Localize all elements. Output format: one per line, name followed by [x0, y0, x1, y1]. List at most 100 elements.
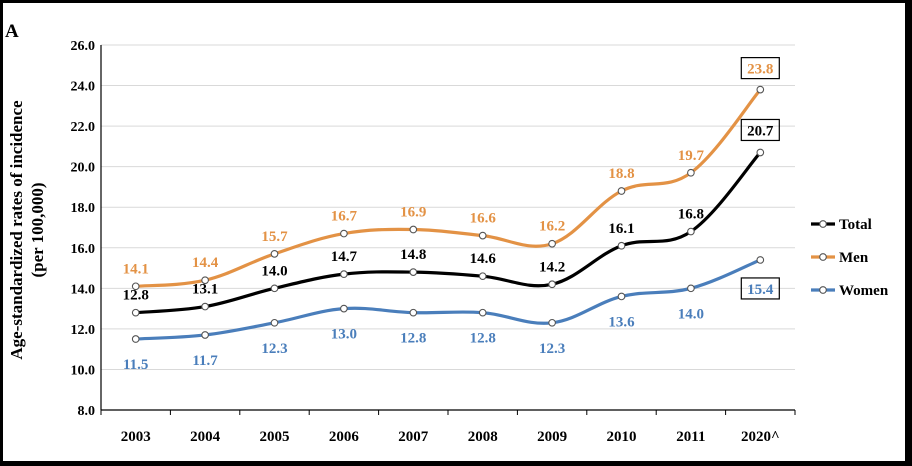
series-men: 14.1 14.4 15.7 16.7 16.9 16.6 16.2 18.8 19.7 23.8 — [123, 57, 780, 291]
data-point — [478, 231, 487, 240]
data-label: 13.6 — [608, 314, 635, 330]
data-label: 16.8 — [678, 207, 704, 223]
series-women: 11.5 11.7 12.3 13.0 12.8 12.8 12.3 13.6 14.0 15.4 — [123, 256, 780, 373]
data-point — [687, 284, 695, 293]
x-tick-label: 2004 — [190, 429, 221, 445]
figure-panel: A 8.0 10.0 12.0 14.0 16.0 18.0 20.0 22.0 24.0 26.… — [3, 3, 905, 461]
data-label: 15.7 — [261, 229, 288, 245]
data-point — [478, 308, 487, 317]
data-label: 12.8 — [400, 331, 426, 347]
y-tick-label: 10.0 — [71, 363, 96, 378]
data-label-box — [740, 118, 780, 142]
legend-marker — [819, 286, 827, 294]
data-point — [131, 282, 140, 291]
data-label: 13.1 — [192, 282, 218, 298]
x-tick-label: 2011 — [676, 429, 705, 445]
y-tick-label: 22.0 — [71, 120, 96, 135]
data-label: 14.7 — [331, 249, 358, 265]
data-label: 12.3 — [261, 341, 287, 357]
data-point — [340, 229, 348, 238]
data-label: 16.1 — [608, 221, 634, 237]
data-point — [340, 270, 348, 278]
x-tick-label: 2007 — [398, 429, 429, 445]
data-point — [617, 292, 626, 301]
legend-marker — [819, 253, 827, 261]
series-line-men — [135, 88, 762, 288]
x-tick-label: 2008 — [468, 429, 498, 445]
data-label: 19.7 — [678, 148, 705, 164]
series-line-women — [135, 258, 761, 341]
data-label: 16.2 — [539, 219, 565, 235]
data-point — [409, 268, 418, 276]
y-tick-label: 20.0 — [71, 161, 96, 176]
data-label: 14.1 — [123, 261, 149, 277]
data-point — [478, 272, 487, 281]
data-label: 14.6 — [470, 251, 497, 267]
data-point — [340, 304, 348, 313]
data-point — [131, 308, 140, 317]
x-tick-label: 2010 — [607, 429, 637, 445]
data-label: 20.7 — [747, 123, 774, 139]
grid-layer — [101, 44, 795, 411]
data-label: 16.7 — [331, 209, 358, 225]
y-tick-label: 24.0 — [71, 80, 96, 95]
x-tick-label: 2003 — [121, 429, 151, 445]
data-label: 23.8 — [747, 62, 773, 78]
data-point — [617, 187, 626, 195]
data-point — [756, 85, 765, 94]
data-point — [548, 318, 556, 327]
legend-label: Women — [839, 283, 889, 299]
data-point — [270, 284, 279, 293]
axis-layer: 8.0 10.0 12.0 14.0 16.0 18.0 20.0 22.0 24.0 26.0 2… — [71, 39, 796, 445]
y-tick-label: 16.0 — [71, 242, 96, 257]
data-point — [270, 250, 279, 258]
x-tick-label: 2009 — [537, 429, 567, 445]
data-point — [409, 308, 418, 317]
y-tick-label: 14.0 — [71, 282, 96, 297]
data-point — [201, 331, 209, 339]
data-point — [201, 276, 209, 285]
data-point — [617, 241, 626, 250]
data-point — [687, 227, 695, 236]
y-tick-label: 26.0 — [71, 39, 96, 54]
x-tick-label: 2006 — [329, 429, 360, 445]
data-label: 14.4 — [192, 255, 219, 271]
data-label: 11.7 — [192, 353, 218, 369]
y-axis-label-line2: (per 100,000) — [28, 182, 47, 277]
panel-label: A — [5, 21, 19, 42]
y-tick-label: 12.0 — [71, 323, 96, 338]
data-label: 14.8 — [400, 247, 426, 263]
x-tick-label: 2020^ — [741, 429, 780, 445]
series-line-total — [135, 151, 762, 315]
line-chart: A 8.0 10.0 12.0 14.0 16.0 18.0 20.0 22.0 24.0 26.… — [5, 21, 889, 445]
data-label: 14.0 — [678, 306, 704, 322]
data-label: 18.8 — [608, 166, 634, 182]
y-axis-label-line1: Age-standardized rates of incidence — [7, 100, 26, 360]
legend-label: Men — [839, 250, 869, 266]
data-label-box — [740, 57, 780, 80]
data-label: 12.3 — [539, 341, 565, 357]
data-point — [756, 256, 765, 264]
data-label: 14.2 — [539, 259, 565, 275]
series-total: 12.8 13.1 14.0 14.7 14.8 14.6 14.2 16.1 16.8 20.7 — [123, 118, 780, 317]
data-point — [548, 239, 556, 248]
legend-label: Total — [839, 217, 872, 233]
data-label: 16.9 — [400, 205, 426, 221]
data-point — [201, 302, 209, 311]
data-label-box — [740, 277, 780, 300]
series-layer: 12.8 13.1 14.0 14.7 14.8 14.6 14.2 16.1 16.8 20.7… — [123, 57, 780, 373]
data-point — [131, 335, 140, 343]
data-point — [270, 318, 279, 327]
y-tick-label: 18.0 — [71, 201, 96, 216]
legend: Total Men Women — [811, 217, 889, 299]
data-label: 12.8 — [470, 331, 496, 347]
data-label: 14.0 — [261, 263, 287, 279]
data-point — [687, 168, 695, 177]
legend-marker — [819, 220, 827, 228]
data-label: 13.0 — [331, 327, 357, 343]
y-tick-label: 8.0 — [78, 404, 96, 419]
data-label: 11.5 — [123, 357, 148, 373]
legend-item-men: Men — [811, 250, 869, 266]
data-label: 16.6 — [470, 211, 497, 227]
